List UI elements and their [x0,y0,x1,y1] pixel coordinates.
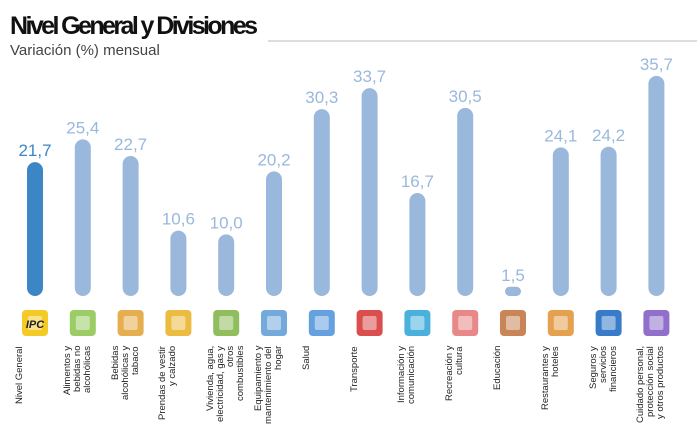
value-label: 1,5 [501,266,525,285]
bar [122,156,139,296]
category-icon [500,310,526,336]
value-label: 22,7 [114,135,147,154]
value-label: 33,7 [353,67,386,86]
x-tick-label: Seguros y servicios financieros [587,346,619,392]
bar [313,109,330,297]
bar [552,147,569,296]
x-tick-label: Vivienda, agua, electricidad, gas y otro… [205,346,247,423]
category-icon-detail [219,316,234,330]
bar [648,75,665,296]
category-icon [213,310,240,336]
x-tick-label: Restaurantes y hoteles [539,346,561,410]
x-tick-label: Bebidas alcohólicas y tabaco [109,346,141,401]
value-label: 20,2 [257,150,290,169]
category-icon-detail [553,316,568,330]
value-label: 24,1 [544,126,577,145]
category-icon [404,310,431,336]
category-icon-detail [649,316,664,330]
category-icon-detail [601,316,616,330]
category-icon-detail [362,316,377,330]
value-label: 35,7 [640,55,673,74]
value-label: 30,5 [449,87,482,106]
x-tick-label: Equipamiento y mantenimiento del hogar [253,346,284,424]
chart-title: Nivel General y Divisiones [10,12,258,40]
category-icon [22,310,48,336]
category-icon [643,310,670,336]
bar [218,234,235,296]
x-tick-label: Salud [300,346,312,371]
x-tick-label: Prendas de vestir y calzado [157,346,179,420]
category-icon-detail [314,316,329,330]
value-label: 21,7 [18,141,51,160]
value-label: 25,4 [66,118,99,137]
category-icon [69,310,96,336]
bar [266,171,282,296]
x-tick-label: Recreación y cultura [444,346,466,402]
category-icon-detail [123,316,138,330]
category-icon [117,310,144,336]
category-icon [452,310,479,336]
category-icon [165,310,192,336]
icon-badge: IPC [26,319,45,331]
bar [409,193,426,296]
category-icon [308,310,335,336]
value-label: 30,3 [305,88,338,107]
category-icon-detail [28,316,42,330]
value-label: 16,7 [401,172,434,191]
category-icon-detail [410,316,425,330]
x-tick-label: Información y comunicación [396,346,418,405]
bar [457,107,474,297]
value-label: 10,0 [210,213,243,232]
bar [600,146,617,296]
x-tick-label: Nivel General [14,346,25,404]
category-icon [356,310,383,336]
category-icon [261,310,287,336]
bar [170,230,187,296]
x-tick-label: Cuidado personal, protección social y ot… [635,346,667,424]
category-icon-detail [75,316,90,330]
bar [27,162,43,296]
category-icon-detail [267,316,281,330]
bar [361,88,378,296]
x-tick-label: Educación [492,346,503,391]
value-label: 10,6 [162,210,195,229]
category-icon-detail [171,316,186,330]
category-icon [595,310,622,336]
category-icon [547,310,574,336]
value-label: 24,2 [592,126,625,145]
bar [505,286,521,296]
chart-subtitle: Variación (%) mensual [10,42,160,59]
category-icon-detail [506,316,520,330]
x-tick-label: Alimentos y bebidas no alcohólicas [61,346,93,396]
bar [74,139,91,296]
category-icon-detail [458,316,473,330]
x-tick-label: Transporte [348,346,360,392]
